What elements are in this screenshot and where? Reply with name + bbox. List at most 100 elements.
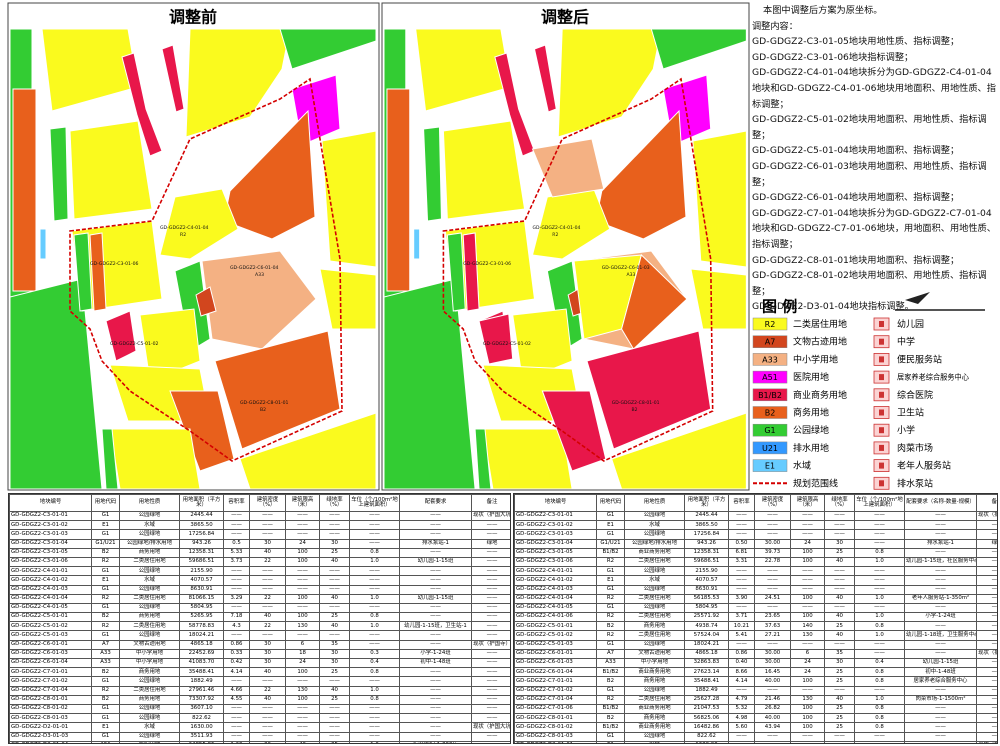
table-cell: 25 [319, 547, 350, 558]
table-cell: —— [754, 740, 791, 743]
table-cell: —— [790, 566, 825, 577]
table-cell: 30 [824, 538, 855, 549]
table-cell: 0.50 [728, 538, 755, 549]
table-cell: GD-GDGZ2-C8-01-02 [514, 722, 597, 733]
table-header-cell: 备注 [471, 494, 510, 512]
legend-label: 文物古迹用地 [793, 336, 847, 348]
table-cell: —— [471, 657, 510, 669]
table-cell: —— [349, 722, 400, 733]
table-header-cell: 车位（个/100m²地上建筑面积） [854, 494, 905, 512]
table-row: GD-GDGZ2-C4-01-05 G1 公园绿地 5804.95 —— —— —— —— ——… [514, 602, 997, 614]
table-cell: —— [471, 602, 510, 614]
table-cell: 二类居住用地 [624, 630, 685, 641]
parcel [159, 188, 239, 260]
table-row: GD-GDGZ2-C5-01-02 R2 二类居住用地 58778.83 4.3 22 13… [9, 621, 510, 632]
table-cell: —— [904, 639, 977, 650]
table-row: GD-GDGZ2-C5-01-01 B2 商务用地 5265.95 7.18 40 100 2… [9, 612, 510, 623]
table-cell: G1 [596, 602, 625, 614]
table-cell: A33 [91, 657, 120, 669]
legend-swatch [752, 335, 788, 348]
table-cell: 30.00 [754, 648, 791, 660]
table-cell: 8630.91 [684, 584, 729, 595]
parcel [195, 286, 217, 317]
table-cell: 公园绿地 [119, 630, 180, 641]
table-cell: 文物古迹用地 [119, 639, 180, 650]
legend-label: 小学 [897, 424, 915, 436]
table-cell: GD-GDGZ2-C6-01-03 [514, 657, 597, 669]
table-cell: —— [319, 566, 350, 577]
table-cell: 幼儿园-1-18班，卫生服务中心-1-1700m² [904, 630, 977, 641]
table-cell: —— [728, 639, 755, 650]
facility-icon-mark [879, 480, 884, 487]
table-cell: —— [471, 575, 510, 586]
table-cell: 57524.04 [684, 630, 729, 641]
table-row: GD-GDGZ2-C3-01-01 G1 公园绿地 2445.44 —— —— —— —— ——… [9, 510, 510, 522]
parcel-label: R2 [552, 232, 558, 238]
table-cell: —— [399, 529, 472, 540]
parcel [386, 88, 411, 292]
table-cell: 1.0 [349, 740, 400, 743]
table-cell: 35 [319, 740, 350, 743]
table-cell: —— [285, 584, 320, 595]
table-cell: GD-GDGZ2-C5-01-03 [514, 639, 597, 650]
table-cell: GD-GDGZ2-C5-01-01 [9, 612, 92, 623]
table-cell: 21.46 [754, 694, 791, 705]
table-cell: —— [904, 713, 977, 724]
parcel [557, 29, 662, 138]
table-cell: 17256.84 [684, 529, 729, 540]
table-cell: G1 [596, 529, 625, 540]
table-cell: 2445.44 [179, 510, 224, 522]
table-cell: 56825.06 [684, 713, 729, 724]
table-cell: 5.33 [223, 547, 250, 558]
table-cell: —— [471, 566, 510, 577]
table-cell: 商业商务用地 [624, 722, 685, 733]
table-header-cell: 建筑密度（%） [249, 494, 286, 512]
parcel [161, 44, 185, 113]
table-cell: —— [904, 621, 977, 632]
parcel [462, 232, 480, 312]
table-cell: —— [349, 575, 400, 586]
legend-label: 水域 [793, 460, 811, 472]
table-cell: 100 [285, 612, 320, 623]
table-header-cell: 容积率 [223, 494, 250, 512]
table-cell: 0.5 [223, 538, 250, 549]
table-row: GD-GDGZ2-C6-01-04 A33 中小学用地 41083.70 0.42 30 2… [9, 657, 510, 669]
table-cell: —— [754, 529, 791, 540]
table-cell: 幼儿园-1-15班 [399, 593, 472, 604]
table-cell: GD-GDGZ2-C3-01-05 [514, 547, 597, 558]
table-row: GD-GDGZ2-C4-01-01 G1 公园绿地 2155.90 —— —— —— —— ——… [514, 566, 997, 577]
table-cell: —— [399, 520, 472, 531]
table-cell: 0.4 [349, 657, 400, 669]
table-cell: 公园绿地 [624, 584, 685, 595]
table-cell: 0.8 [349, 694, 400, 705]
table-cell: A33 [596, 657, 625, 669]
table-cell: 4070.57 [684, 575, 729, 586]
table-row: GD-GDGZ2-C4-01-02 E1 水域 4070.57 —— —— —— —— —— ——… [514, 575, 997, 586]
table-cell: GD-GDGZ2-C6-01-01 [514, 648, 597, 660]
facility-icon-mark [879, 391, 884, 398]
table-cell: 100 [790, 722, 825, 733]
table-cell: —— [824, 584, 855, 595]
table-cell: 100 [790, 556, 825, 568]
table-cell: 12358.31 [684, 547, 729, 558]
table-cell: 商务用地 [119, 694, 180, 705]
table-cell: —— [976, 584, 997, 595]
table-row: GD-GDGZ2-C3-01-02 E1 水域 3865.50 —— —— —— —— —— ——… [514, 520, 997, 531]
table-cell: —— [399, 566, 472, 577]
table-row: GD-GDGZ2-C8-01-01 B2 商务用地 73307.92 4.55 40 100… [9, 694, 510, 705]
table-cell: GD-GDGZ2-C8-01-01 [514, 713, 597, 724]
table-cell: 商务用地 [624, 713, 685, 724]
note-item: GD-GDGZ2-C6-01-04地块用地面积、指标调整； [752, 192, 960, 204]
table-cell: 2155.90 [179, 566, 224, 577]
table-cell: 绿地 [471, 538, 510, 549]
table-row: GD-GDGZ2-C7-01-04 R2 二类居住用地 25627.28 4.79 21.… [514, 694, 997, 705]
parcel [185, 29, 291, 138]
table-cell: —— [824, 602, 855, 614]
planning-boundary [69, 77, 343, 462]
table-cell: 商业商务用地 [624, 547, 685, 558]
table-cell: —— [399, 612, 472, 623]
table-cell: 4.55 [223, 694, 250, 705]
table-cell: R2 [596, 612, 625, 623]
table-row: GD-GDGZ2-C6-01-01 A7 文物古迹用地 4865.18 0.86 30 6 3… [9, 639, 510, 650]
legend-label: 卫生站 [897, 407, 924, 419]
